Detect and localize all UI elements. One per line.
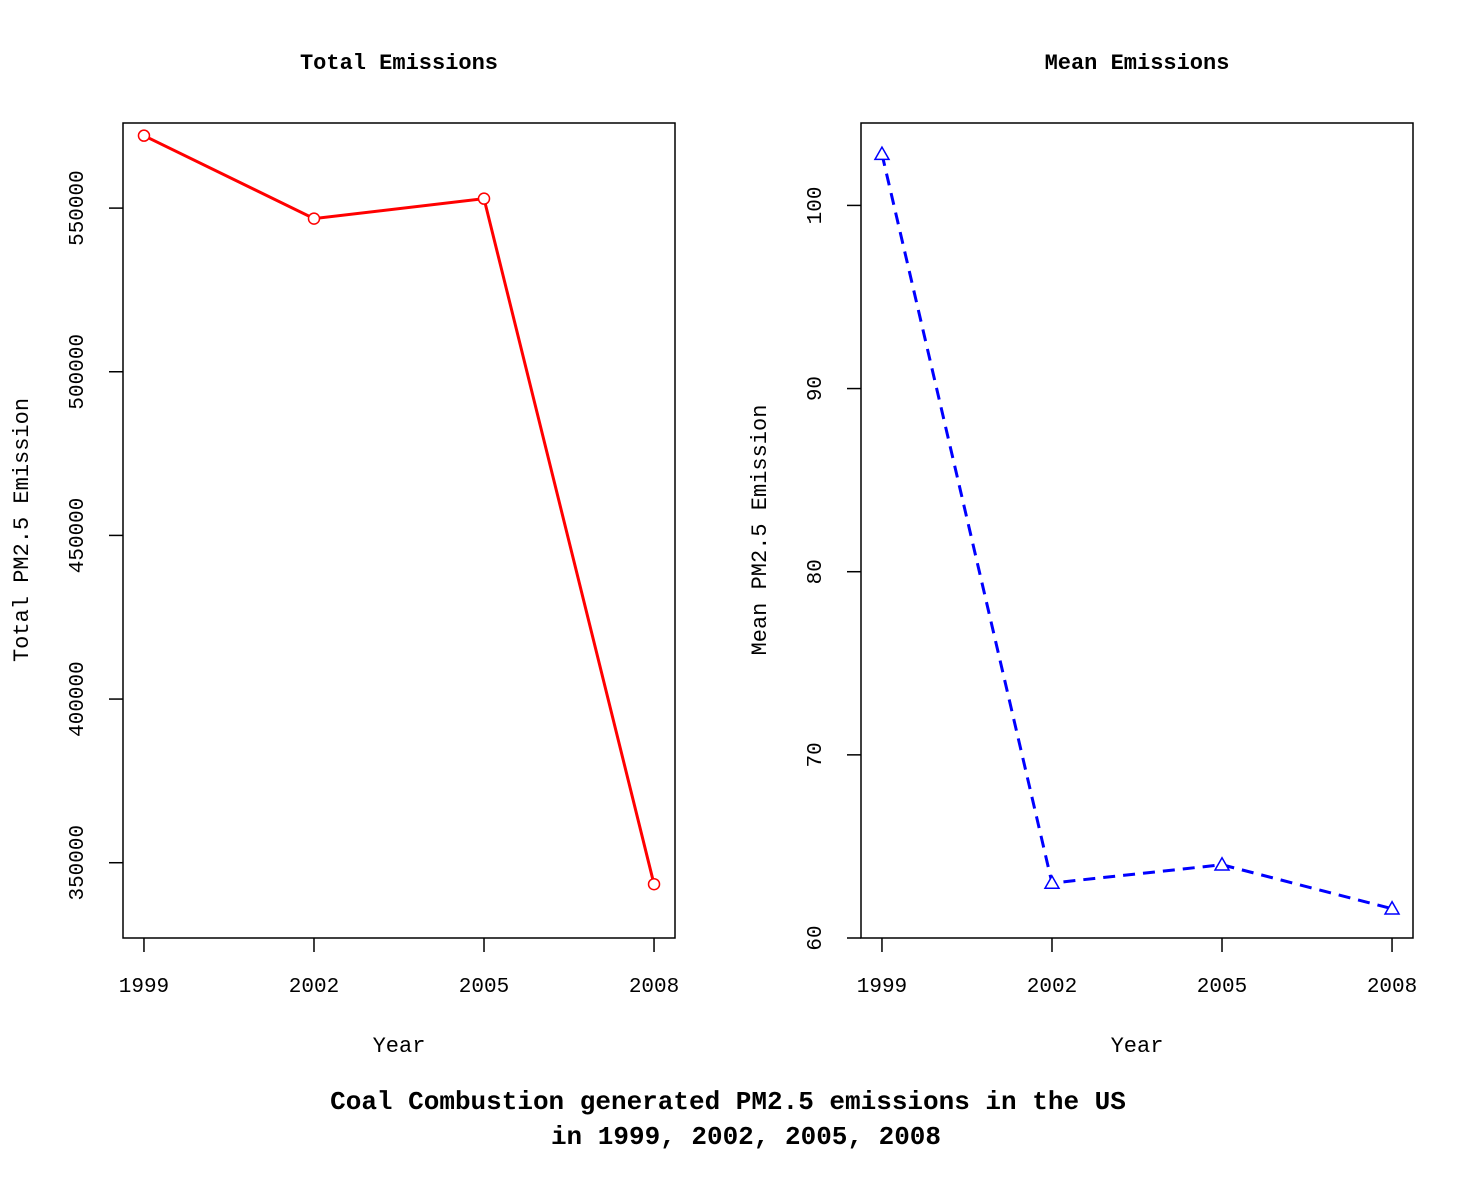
total-emissions-title: Total Emissions — [300, 51, 498, 76]
total-y-tick-label: 450000 — [67, 498, 90, 574]
mean-emissions-panel: Mean Emissions Year Mean PM2.5 Emission … — [748, 51, 1417, 1059]
total-data-point — [137, 129, 151, 142]
total-data-point — [647, 877, 661, 891]
main-title-line1: Coal Combustion generated PM2.5 emission… — [330, 1087, 1126, 1117]
mean-emissions-plot-frame — [860, 122, 1414, 939]
total-emissions-series — [137, 129, 661, 891]
total-data-point — [307, 212, 321, 225]
total-x-tick-label: 2002 — [289, 976, 339, 999]
total-x-tick-label: 2005 — [459, 976, 509, 999]
mean-x-tick-label: 2005 — [1197, 976, 1247, 999]
mean-data-point — [1383, 900, 1401, 915]
mean-emissions-ylabel: Mean PM2.5 Emission — [748, 405, 773, 656]
total-emissions-line — [143, 134, 656, 885]
total-emissions-ylabel: Total PM2.5 Emission — [10, 398, 35, 662]
main-title-line2: in 1999, 2002, 2005, 2008 — [551, 1122, 941, 1152]
mean-y-tick-label: 60 — [805, 925, 828, 950]
mean-data-point — [1043, 874, 1061, 890]
mean-y-tick-label: 100 — [805, 187, 828, 225]
total-emissions-plot-frame — [122, 122, 676, 939]
mean-y-tick-label: 90 — [805, 376, 828, 401]
mean-y-tick-label: 70 — [805, 742, 828, 767]
mean-emissions-x-axis: 1999 2002 2005 2008 — [857, 938, 1417, 999]
mean-data-point — [1213, 856, 1231, 871]
total-y-tick-label: 350000 — [67, 825, 90, 901]
mean-emissions-y-axis: 60 70 80 90 100 — [805, 187, 861, 951]
total-emissions-xlabel: Year — [373, 1034, 426, 1059]
total-emissions-y-axis: 350000 400000 450000 500000 550000 — [67, 170, 123, 901]
mean-x-tick-label: 1999 — [857, 976, 907, 999]
total-emissions-panel: Total Emissions Year Total PM2.5 Emissio… — [10, 51, 679, 1059]
mean-emissions-xlabel: Year — [1111, 1034, 1164, 1059]
total-data-point — [477, 192, 491, 205]
mean-data-point — [873, 145, 891, 161]
total-x-tick-label: 1999 — [119, 976, 169, 999]
total-x-tick-label: 2008 — [629, 976, 679, 999]
mean-x-tick-label: 2008 — [1367, 976, 1417, 999]
mean-x-tick-label: 2002 — [1027, 976, 1077, 999]
mean-emissions-series — [873, 145, 1401, 915]
total-y-tick-label: 550000 — [67, 170, 90, 246]
mean-emissions-title: Mean Emissions — [1045, 51, 1230, 76]
total-y-tick-label: 500000 — [67, 334, 90, 410]
total-y-tick-label: 400000 — [67, 661, 90, 737]
mean-emissions-line — [880, 153, 1393, 911]
total-emissions-x-axis: 1999 2002 2005 2008 — [119, 938, 679, 999]
mean-y-tick-label: 80 — [805, 559, 828, 584]
